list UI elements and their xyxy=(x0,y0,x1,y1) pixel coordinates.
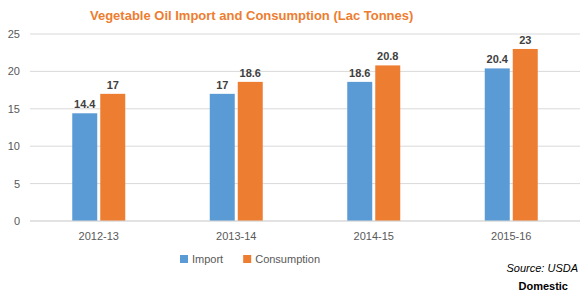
title: Vegetable Oil Import and Consumption (La… xyxy=(90,8,413,23)
data-label: 14.4 xyxy=(74,98,96,110)
annotation: Source: USDA xyxy=(506,262,578,274)
bar xyxy=(347,82,372,221)
bar xyxy=(72,113,97,221)
legend-label: Import xyxy=(192,253,223,265)
chart-container: Vegetable Oil Import and Consumption (La… xyxy=(0,0,586,294)
x-tick-label: 2014-15 xyxy=(354,230,394,242)
x-axis-line xyxy=(30,221,580,222)
bar xyxy=(375,65,400,221)
data-label: 17 xyxy=(107,79,119,91)
bar xyxy=(485,68,510,221)
data-label: 23 xyxy=(519,34,531,46)
legend-swatch xyxy=(180,255,188,263)
grid-line xyxy=(30,221,580,222)
bar xyxy=(238,82,263,221)
x-tick-label: 2015-16 xyxy=(491,230,531,242)
legend-swatch xyxy=(243,255,251,263)
y-tick-label: 10 xyxy=(8,140,20,152)
y-tick-label: 25 xyxy=(8,28,20,40)
data-label: 18.6 xyxy=(240,67,261,79)
legend-label: Consumption xyxy=(255,253,320,265)
bar xyxy=(513,49,538,221)
data-label: 18.6 xyxy=(349,67,370,79)
y-tick-label: 15 xyxy=(8,103,20,115)
data-label: 20.8 xyxy=(377,50,398,62)
grid-line xyxy=(30,34,580,35)
annotation: Domestic xyxy=(518,280,568,292)
y-tick-label: 20 xyxy=(8,65,20,77)
bar xyxy=(100,94,125,221)
y-tick-label: 0 xyxy=(14,215,20,227)
x-tick-label: 2013-14 xyxy=(216,230,256,242)
data-label: 20.4 xyxy=(487,53,509,65)
bars xyxy=(72,49,538,221)
bar xyxy=(210,94,235,221)
y-tick-label: 5 xyxy=(14,178,20,190)
chart-svg: Vegetable Oil Import and Consumption (La… xyxy=(0,0,586,294)
data-label: 17 xyxy=(216,79,228,91)
x-tick-label: 2012-13 xyxy=(79,230,119,242)
